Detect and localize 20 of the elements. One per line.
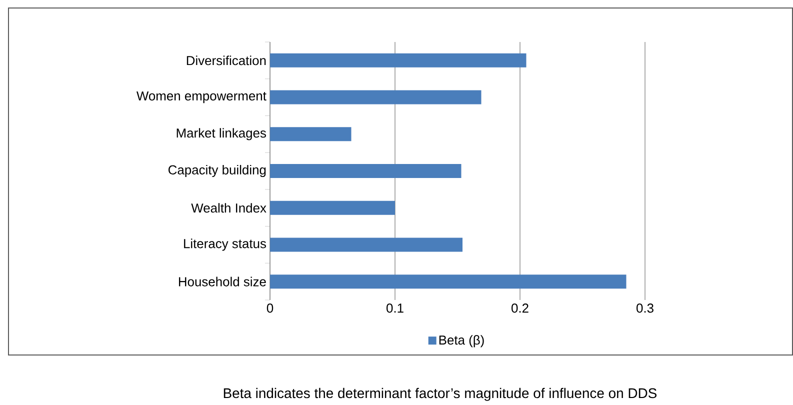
bar <box>270 238 463 252</box>
text: Beta indicates the determinant factor’s magnitude of influence on DDS <box>224 388 657 401</box>
bar <box>270 200 396 215</box>
bar <box>270 127 352 142</box>
y-tick-label: Market linkages <box>176 128 266 140</box>
x-tick-label: 0.1 <box>386 304 404 313</box>
y-tick-label: Literacy status <box>184 238 266 251</box>
x-tick-label: 0 <box>266 304 274 313</box>
y-tick-label: Wealth Index <box>191 203 266 213</box>
bar <box>270 90 482 104</box>
bar <box>270 274 626 289</box>
y-tick-label: Capacity building <box>168 164 266 178</box>
legend-label: Beta (β) <box>439 335 484 348</box>
y-tick-label: Diversification <box>186 56 266 66</box>
y-tick-label: Household size <box>178 276 266 286</box>
x-tick-label: 0.2 <box>512 304 528 313</box>
y-tick-label: Women empowerment <box>136 91 266 104</box>
x-tick-label: 0.3 <box>636 304 654 313</box>
bar <box>270 53 526 68</box>
bar <box>270 164 462 178</box>
